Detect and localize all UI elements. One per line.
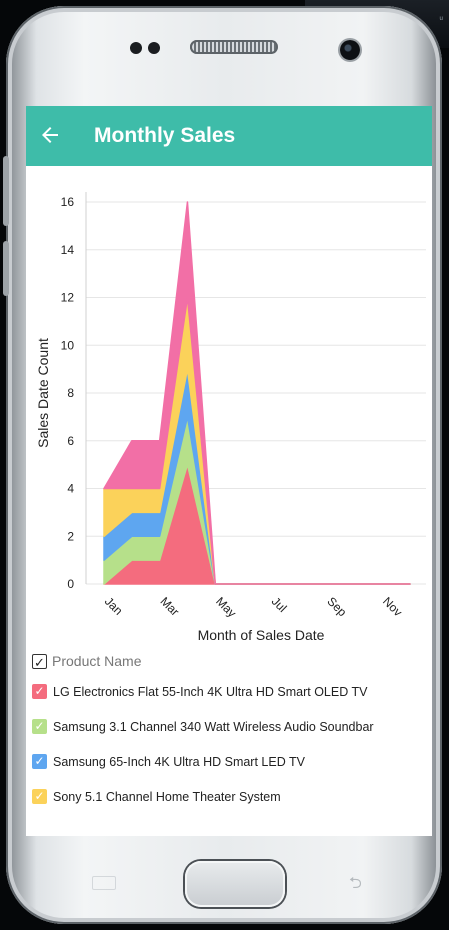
sensor-dot [148, 42, 160, 54]
y-tick-label: 16 [61, 195, 75, 209]
legend-item[interactable]: ✓ Sony 5.1 Channel Home Theater System [32, 779, 432, 814]
legend-label: Samsung 65-Inch 4K Ultra HD Smart LED TV [53, 754, 305, 769]
area-series-4 [103, 201, 411, 585]
legend-item[interactable]: ✓ LG Electronics Flat 55-Inch 4K Ultra H… [32, 674, 432, 709]
legend: ✓ Product Name ✓ LG Electronics Flat 55-… [32, 648, 432, 814]
x-tick-label: Jul [269, 594, 290, 615]
legend-swatch[interactable]: ✓ [32, 684, 47, 699]
background-glyph: ᵘ [439, 14, 443, 24]
y-tick-label: 6 [67, 434, 74, 448]
volume-button [3, 156, 9, 226]
x-tick-label: Nov [380, 594, 405, 619]
earpiece-speaker [190, 40, 278, 54]
legend-label: Sony 5.1 Channel Home Theater System [53, 789, 281, 804]
x-tick-label: Sep [324, 594, 349, 619]
y-tick-label: 2 [67, 529, 74, 543]
legend-item[interactable]: ✓ Samsung 3.1 Channel 340 Watt Wireless … [32, 709, 432, 744]
front-camera [340, 40, 360, 60]
legend-title: Product Name [52, 653, 142, 669]
y-tick-label: 12 [61, 291, 75, 305]
legend-swatch[interactable]: ✓ [32, 789, 47, 804]
home-button[interactable] [185, 861, 285, 907]
back-nav-icon[interactable]: ⮌ [349, 875, 362, 892]
x-axis-title: Month of Sales Date [198, 627, 325, 643]
x-tick-label: Jan [102, 594, 126, 618]
recent-apps-icon[interactable] [92, 876, 116, 890]
stacked-area-chart: 0 2 4 6 8 10 12 14 16 Jan Mar May Jul Sep Nov Month of … [35, 192, 426, 643]
y-tick-label: 14 [61, 243, 75, 257]
app-bar: Monthly Sales [26, 106, 432, 166]
arrow-left-icon[interactable] [38, 120, 68, 150]
legend-label: Samsung 3.1 Channel 340 Watt Wireless Au… [53, 719, 374, 734]
legend-swatch[interactable]: ✓ [32, 719, 47, 734]
checkmark-icon[interactable]: ✓ [32, 653, 47, 670]
sensor-dot [130, 42, 142, 54]
app-screen: Monthly Sales 0 2 4 6 8 10 12 14 16 Jan Mar May Jul S… [26, 106, 432, 836]
x-tick-label: Mar [158, 594, 183, 619]
y-tick-label: 4 [67, 482, 74, 496]
legend-label: LG Electronics Flat 55-Inch 4K Ultra HD … [53, 684, 368, 699]
y-tick-label: 0 [67, 577, 74, 591]
legend-swatch[interactable]: ✓ [32, 754, 47, 769]
y-axis-title: Sales Date Count [35, 338, 51, 448]
y-tick-label: 10 [61, 338, 75, 352]
x-tick-label: May [213, 594, 239, 620]
y-tick-label: 8 [67, 386, 74, 400]
legend-item[interactable]: ✓ Samsung 65-Inch 4K Ultra HD Smart LED … [32, 744, 432, 779]
bixby-button [3, 241, 9, 296]
legend-header[interactable]: ✓ Product Name [32, 648, 432, 674]
page-title: Monthly Sales [94, 124, 236, 147]
